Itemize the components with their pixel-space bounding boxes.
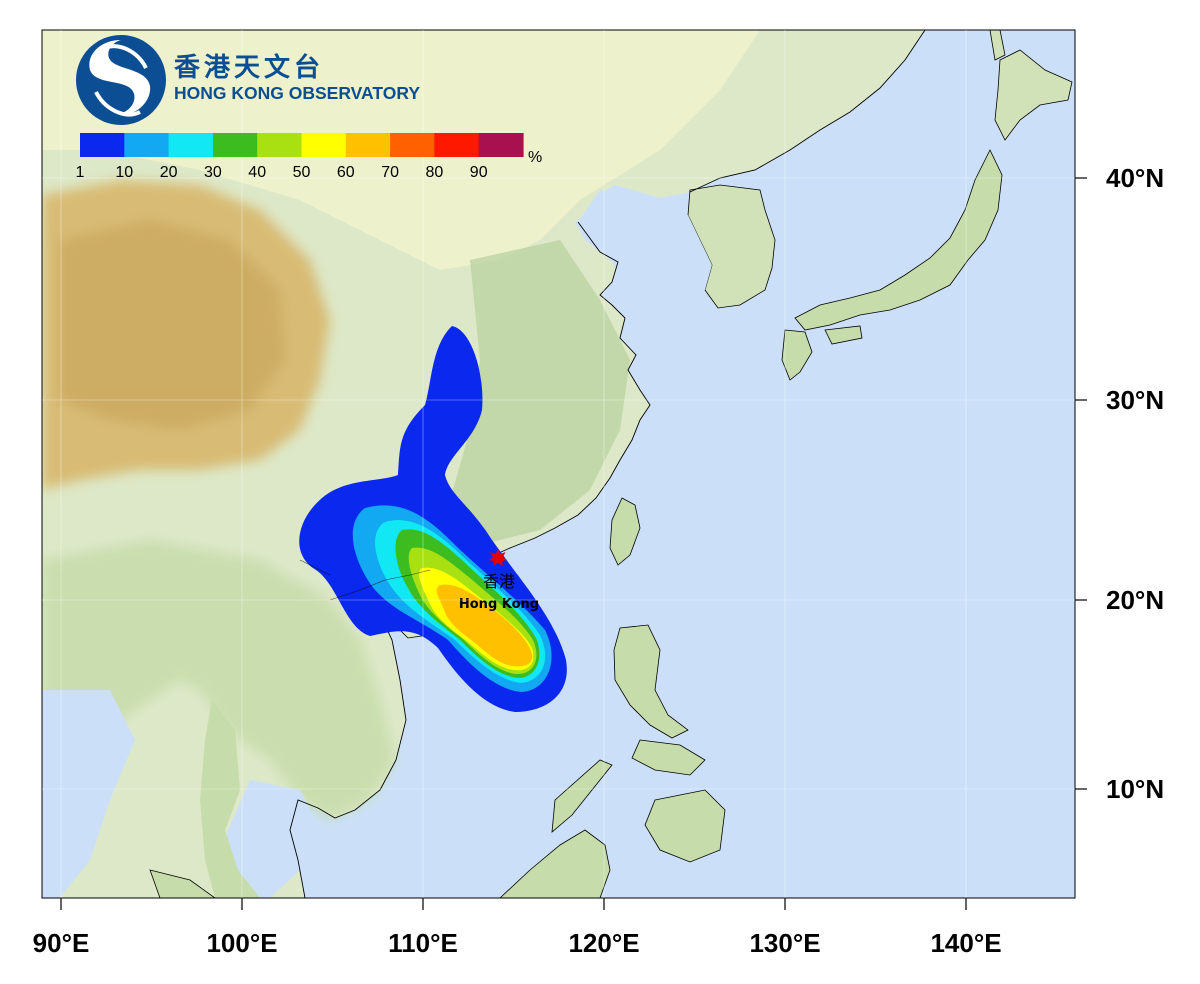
philippines-luzon xyxy=(613,624,689,739)
coastline xyxy=(289,30,926,898)
scale-swatch xyxy=(168,133,214,157)
japan-kyushu xyxy=(781,329,813,381)
scale-swatch xyxy=(390,133,435,157)
lat-label-10: 10°N xyxy=(1106,774,1164,804)
latitude-axis: 40°N 30°N 20°N 10°N xyxy=(1106,163,1164,804)
scale-swatches xyxy=(80,133,524,157)
scale-ticks: 1 10 20 30 40 50 60 70 80 90 xyxy=(76,164,488,181)
scale-tick-label: 10 xyxy=(115,164,133,181)
lon-label-110: 110°E xyxy=(388,928,458,958)
lon-label-100: 100°E xyxy=(206,928,277,958)
lat-label-20: 20°N xyxy=(1106,585,1164,615)
philippines-visayas xyxy=(631,739,706,776)
longitude-axis: 90°E 100°E 110°E 120°E 130°E 140°E xyxy=(33,928,1002,958)
scale-tick-label: 20 xyxy=(160,164,178,181)
scale-swatch xyxy=(345,133,391,157)
scale-unit: % xyxy=(528,149,542,166)
sumatra-island xyxy=(149,869,216,898)
probability-contours xyxy=(299,326,567,712)
map-frame xyxy=(41,29,1076,899)
bay-of-bengal xyxy=(42,690,135,898)
map-area: 香港 Hong Kong xyxy=(42,30,1075,898)
lon-label-120: 120°E xyxy=(568,928,639,958)
borneo-island xyxy=(499,829,611,898)
scale-swatch xyxy=(212,133,258,157)
japan-hokkaido xyxy=(994,49,1073,141)
lon-label-140: 140°E xyxy=(930,928,1001,958)
scale-swatch xyxy=(124,133,170,157)
lat-label-30: 30°N xyxy=(1106,385,1164,415)
philippines-mindanao xyxy=(644,789,726,863)
hong-kong-marker xyxy=(489,549,507,566)
contour-band-60 xyxy=(436,584,533,667)
place-name-en: Hong Kong xyxy=(459,597,539,612)
axis-ticks xyxy=(60,177,1087,910)
lon-label-90: 90°E xyxy=(33,928,90,958)
place-name-zh: 香港 xyxy=(483,572,515,591)
scale-tick-label: 50 xyxy=(293,164,311,181)
observatory-logo: 香港天文台 HONG KONG OBSERVATORY xyxy=(76,35,420,125)
malay-peninsula xyxy=(200,700,260,898)
philippines-palawan xyxy=(551,759,613,833)
scale-tick-label: 1 xyxy=(76,164,85,181)
scale-tick-label: 60 xyxy=(337,164,355,181)
graticule xyxy=(42,30,1075,898)
indochina xyxy=(42,540,395,820)
sakhalin-island xyxy=(989,30,1006,61)
scale-swatch xyxy=(478,133,524,157)
japan-honshu xyxy=(794,149,1003,331)
scale-tick-label: 70 xyxy=(381,164,399,181)
star-icon xyxy=(489,549,507,566)
scale-swatch xyxy=(434,133,480,157)
gulf-thailand xyxy=(215,780,320,898)
south-forest xyxy=(450,240,630,545)
observatory-emblem xyxy=(76,35,166,125)
japan-shikoku xyxy=(824,325,863,345)
tibet-high xyxy=(60,220,285,430)
color-scale-legend: 1 10 20 30 40 50 60 70 80 90 % xyxy=(76,133,542,181)
yellow-sea xyxy=(578,190,712,300)
scale-tick-label: 90 xyxy=(470,164,488,181)
scale-swatch xyxy=(80,133,125,157)
org-name-zh: 香港天文台 xyxy=(174,52,324,83)
scale-swatch xyxy=(257,133,303,157)
lat-label-40: 40°N xyxy=(1106,163,1164,193)
scale-swatch xyxy=(301,133,347,157)
borders xyxy=(299,559,431,601)
scale-tick-label: 80 xyxy=(426,164,444,181)
lon-label-130: 130°E xyxy=(749,928,820,958)
taiwan-island xyxy=(609,497,641,566)
scale-tick-label: 40 xyxy=(248,164,266,181)
org-name-en: HONG KONG OBSERVATORY xyxy=(174,83,420,103)
scale-tick-label: 30 xyxy=(204,164,222,181)
